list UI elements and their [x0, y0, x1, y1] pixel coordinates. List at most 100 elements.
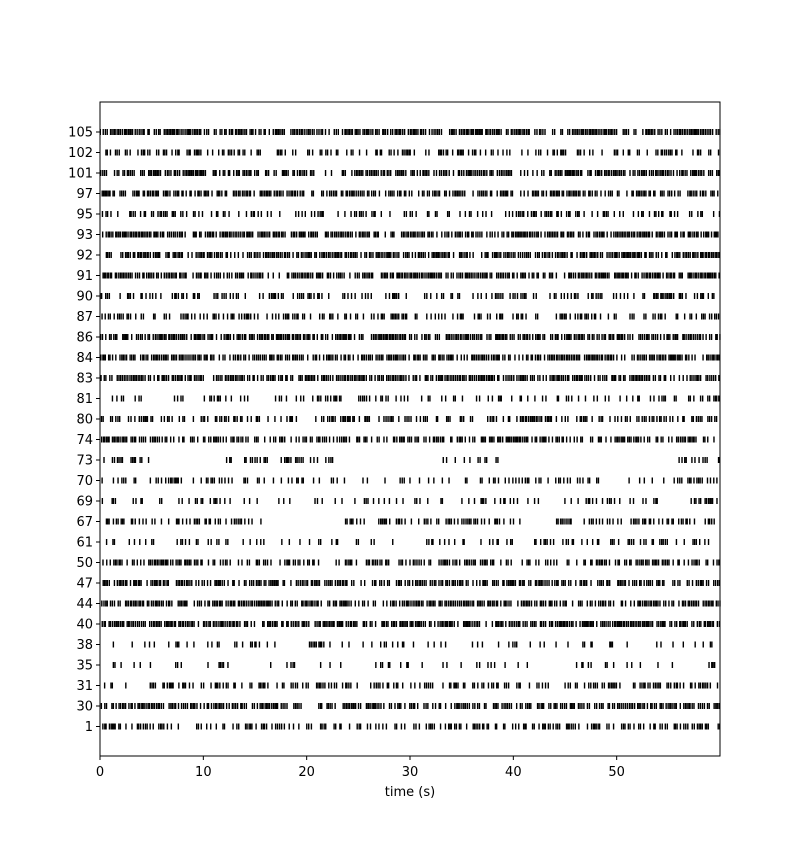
spike-mark: [101, 437, 102, 443]
spike-mark: [668, 170, 669, 176]
spike-mark: [349, 355, 350, 361]
spike-mark: [465, 478, 466, 484]
spike-mark: [366, 375, 367, 381]
spike-mark: [623, 252, 624, 258]
spike-mark: [660, 375, 661, 381]
spike-mark: [715, 396, 716, 402]
spike-mark: [425, 519, 426, 525]
spike-mark: [166, 150, 167, 156]
spike-mark: [357, 314, 358, 320]
spike-mark: [520, 437, 521, 443]
spike-mark: [297, 170, 298, 176]
spike-mark: [337, 150, 338, 156]
spike-mark: [373, 334, 374, 340]
spike-mark: [679, 170, 680, 176]
spike-mark: [482, 580, 483, 586]
spike-mark: [373, 560, 374, 566]
spike-mark: [117, 416, 118, 422]
spike-mark: [128, 293, 129, 299]
spike-mark: [282, 437, 283, 443]
spike-row: [106, 539, 709, 545]
spike-mark: [302, 273, 303, 279]
spike-mark: [599, 232, 600, 238]
spike-mark: [597, 129, 598, 135]
spike-mark: [465, 437, 466, 443]
spike-mark: [231, 273, 232, 279]
spike-mark: [169, 314, 170, 320]
spike-mark: [691, 560, 692, 566]
spike-mark: [145, 437, 146, 443]
spike-mark: [310, 314, 311, 320]
spike-mark: [676, 252, 677, 258]
spike-mark: [621, 416, 622, 422]
spike-mark: [373, 232, 374, 238]
spike-mark: [342, 191, 343, 197]
spike-mark: [357, 437, 358, 443]
spike-mark: [593, 334, 594, 340]
spike-mark: [421, 396, 422, 402]
spike-mark: [179, 416, 180, 422]
spike-mark: [171, 416, 172, 422]
spike-mark: [651, 334, 652, 340]
spike-mark: [691, 129, 692, 135]
spike-mark: [186, 580, 187, 586]
spike-mark: [502, 150, 503, 156]
spike-mark: [635, 560, 636, 566]
spike-mark: [605, 396, 606, 402]
spike-mark: [625, 580, 626, 586]
spike-mark: [559, 437, 560, 443]
spike-mark: [177, 396, 178, 402]
spike-mark: [595, 314, 596, 320]
spike-mark: [558, 478, 559, 484]
spike-mark: [172, 560, 173, 566]
spike-mark: [616, 252, 617, 258]
spike-mark: [557, 355, 558, 361]
spike-mark: [654, 129, 655, 135]
spike-mark: [678, 457, 679, 463]
spike-mark: [513, 334, 514, 340]
spike-mark: [166, 560, 167, 566]
spike-mark: [350, 232, 351, 238]
spike-mark: [675, 129, 676, 135]
spike-mark: [260, 519, 261, 525]
spike-mark: [189, 355, 190, 361]
spike-mark: [178, 478, 179, 484]
spike-mark: [187, 314, 188, 320]
spike-mark: [106, 232, 107, 238]
spike-mark: [431, 601, 432, 607]
spike-mark: [400, 170, 401, 176]
spike-mark: [362, 355, 363, 361]
spike-mark: [133, 560, 134, 566]
spike-mark: [550, 601, 551, 607]
spike-mark: [512, 273, 513, 279]
spike-mark: [180, 273, 181, 279]
spike-mark: [665, 129, 666, 135]
spike-mark: [680, 355, 681, 361]
spike-mark: [656, 355, 657, 361]
spike-mark: [667, 232, 668, 238]
spike-mark: [663, 334, 664, 340]
spike-mark: [696, 170, 697, 176]
spike-mark: [596, 129, 597, 135]
spike-mark: [240, 437, 241, 443]
spike-mark: [498, 293, 499, 299]
spike-mark: [469, 375, 470, 381]
spike-mark: [700, 232, 701, 238]
spike-mark: [281, 478, 282, 484]
spike-mark: [236, 375, 237, 381]
spike-mark: [566, 437, 567, 443]
spike-mark: [321, 375, 322, 381]
spike-mark: [507, 560, 508, 566]
spike-mark: [354, 334, 355, 340]
spike-mark: [384, 273, 385, 279]
spike-mark: [658, 375, 659, 381]
spike-mark: [378, 498, 379, 504]
spike-mark: [267, 191, 268, 197]
spike-mark: [316, 601, 317, 607]
spike-mark: [686, 355, 687, 361]
spike-mark: [126, 314, 127, 320]
spike-mark: [556, 334, 557, 340]
spike-mark: [319, 211, 320, 217]
spike-mark: [204, 580, 205, 586]
spike-mark: [244, 396, 245, 402]
